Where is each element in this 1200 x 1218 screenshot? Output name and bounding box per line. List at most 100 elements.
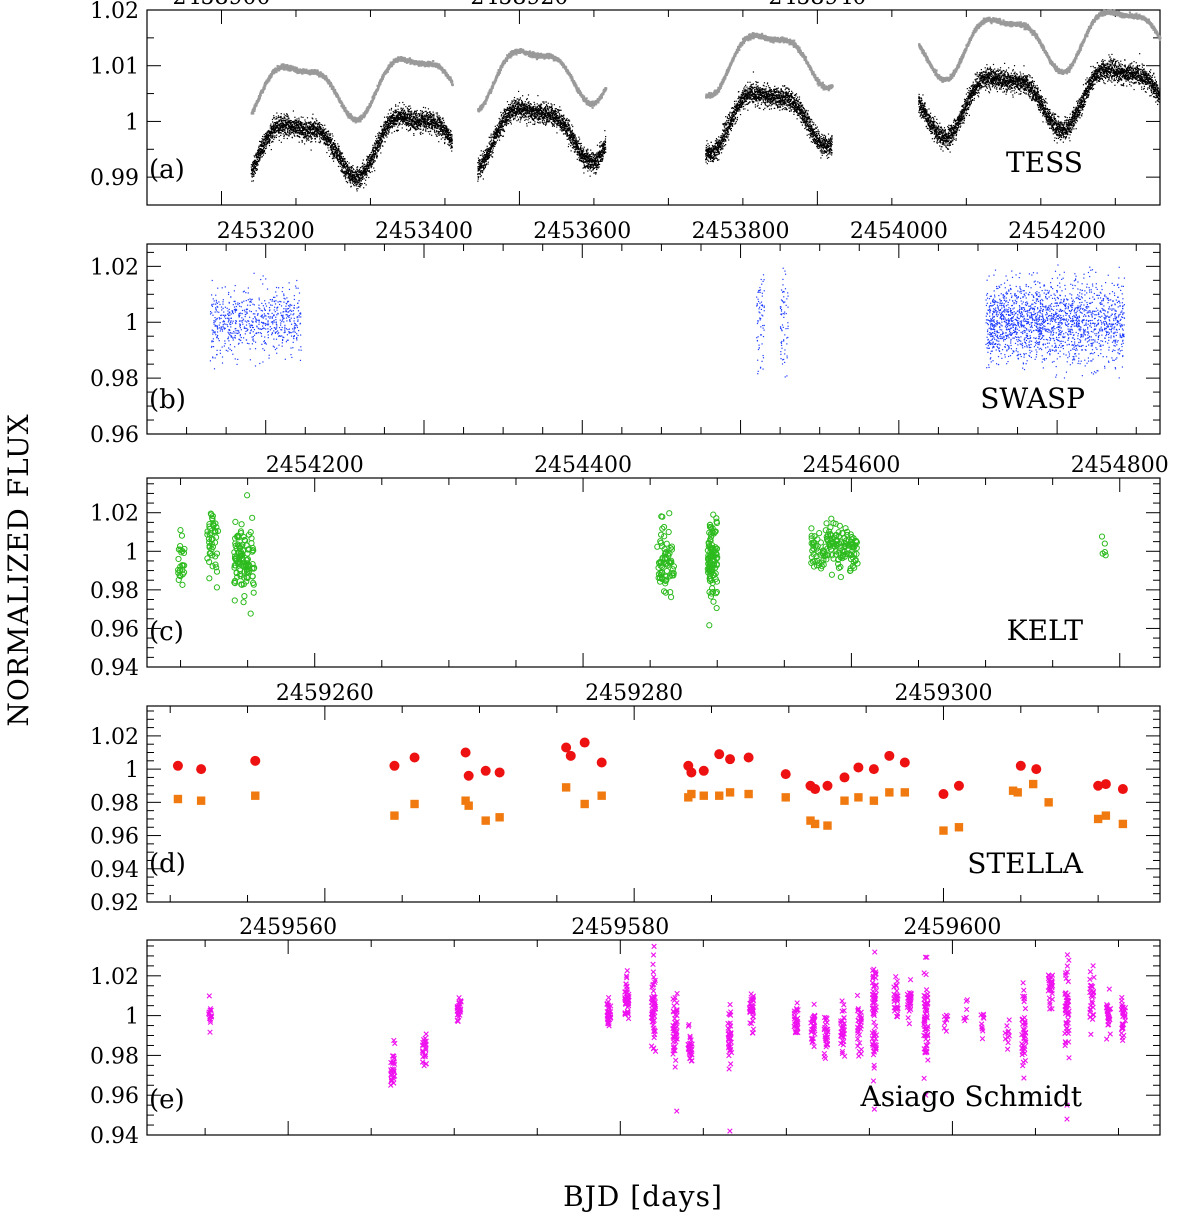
data-point — [326, 140, 328, 142]
data-point — [548, 111, 550, 113]
data-point — [397, 126, 399, 128]
data-point — [390, 109, 392, 111]
data-point — [321, 128, 323, 131]
data-point — [274, 124, 276, 126]
data-point — [280, 134, 282, 137]
data-point — [263, 146, 266, 148]
data-point — [441, 125, 443, 127]
data-point — [407, 110, 410, 112]
y-tick-label: 0.99 — [90, 166, 139, 191]
data-point — [313, 133, 315, 136]
data-point — [257, 151, 259, 154]
data-point — [274, 129, 277, 131]
data-point — [551, 105, 553, 108]
data-point — [296, 127, 298, 129]
data-point — [272, 123, 275, 125]
data-point — [278, 127, 280, 129]
data-point — [387, 117, 390, 119]
data-point — [407, 108, 409, 110]
data-point — [344, 178, 347, 180]
data-point — [286, 137, 288, 140]
data-point — [422, 128, 425, 130]
data-point — [317, 122, 320, 124]
data-point — [323, 139, 325, 141]
data-point — [523, 105, 525, 107]
y-tick-label: 1.02 — [90, 0, 139, 24]
data-point — [360, 179, 362, 182]
data-point — [417, 116, 419, 118]
data-point — [285, 127, 287, 129]
data-point — [400, 109, 403, 112]
data-point — [253, 169, 255, 172]
data-point — [302, 116, 304, 119]
data-point — [522, 107, 524, 109]
data-point — [311, 137, 313, 140]
data-point — [322, 132, 324, 134]
data-point — [323, 132, 325, 134]
data-point — [273, 116, 275, 119]
data-point — [258, 160, 260, 163]
data-point — [260, 141, 262, 144]
data-point — [426, 115, 429, 117]
data-point — [266, 136, 268, 138]
data-point — [515, 112, 518, 114]
data-point — [385, 130, 387, 132]
data-point — [303, 128, 306, 130]
data-point — [301, 130, 303, 132]
data-point — [286, 126, 288, 128]
data-point — [293, 132, 295, 135]
data-point — [552, 115, 554, 117]
data-point — [371, 171, 373, 173]
data-point — [334, 145, 336, 147]
data-point — [261, 138, 263, 140]
data-point — [286, 115, 288, 117]
data-point — [301, 125, 303, 128]
data-point — [264, 143, 266, 145]
data-point — [532, 105, 535, 108]
data-point — [550, 116, 552, 119]
data-point — [288, 117, 290, 119]
data-point — [309, 125, 311, 128]
data-point — [338, 148, 340, 150]
data-point — [262, 149, 264, 151]
data-point — [286, 121, 288, 124]
data-point — [334, 150, 336, 153]
data-point — [498, 135, 501, 137]
data-point — [478, 163, 480, 165]
data-point — [310, 141, 312, 143]
data-point — [291, 120, 294, 123]
data-point — [313, 128, 315, 130]
data-point — [341, 152, 344, 154]
data-point — [326, 144, 328, 146]
data-point — [332, 152, 335, 155]
data-point — [353, 168, 355, 171]
data-point — [302, 123, 304, 126]
data-point — [286, 134, 288, 136]
data-point — [271, 132, 274, 134]
data-point — [257, 152, 259, 154]
data-point — [293, 134, 295, 136]
data-point — [345, 175, 347, 177]
data-point — [410, 112, 412, 114]
data-point — [324, 135, 326, 137]
data-point — [490, 147, 493, 150]
data-point — [288, 131, 290, 133]
data-point — [389, 118, 391, 120]
data-point — [369, 165, 371, 167]
data-point — [364, 179, 367, 181]
data-point — [447, 143, 449, 145]
data-point — [477, 162, 479, 164]
data-point — [262, 151, 264, 153]
data-point — [281, 130, 283, 133]
data-point — [505, 113, 507, 115]
data-point — [281, 123, 283, 125]
data-point — [528, 121, 530, 124]
data-point — [331, 151, 334, 153]
data-point — [257, 150, 259, 152]
data-point — [252, 166, 254, 168]
data-point — [320, 131, 322, 133]
data-point — [381, 140, 383, 142]
data-point — [286, 127, 288, 130]
data-point — [291, 122, 293, 124]
